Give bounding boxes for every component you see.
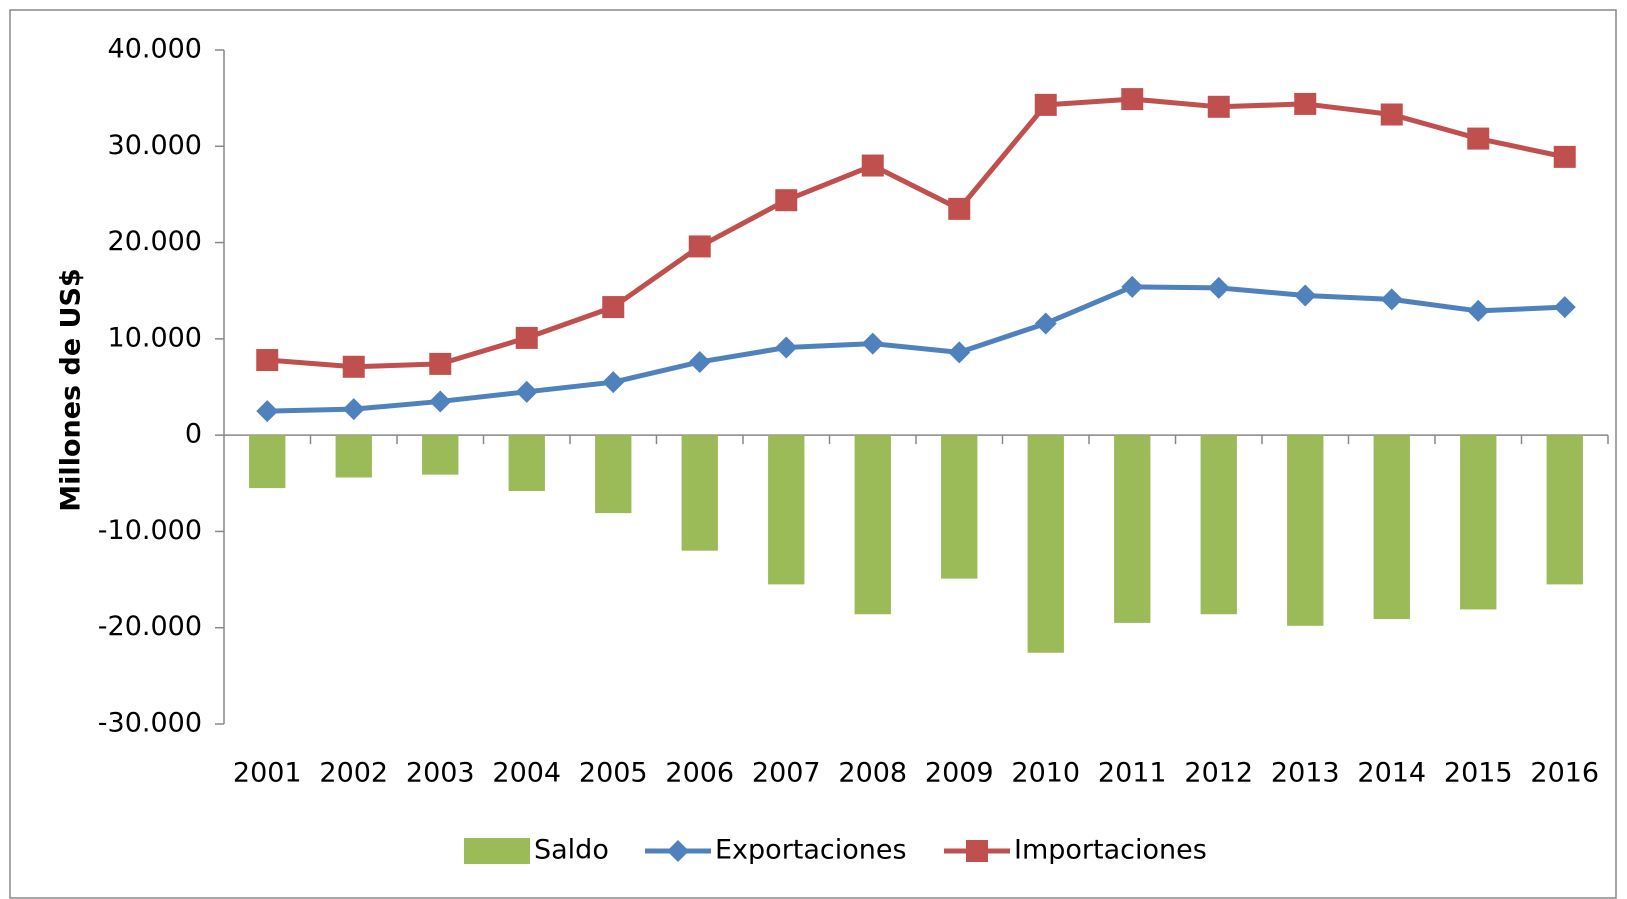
y-tick-label: 10.000 <box>108 322 202 353</box>
x-tick-label: 2010 <box>1011 758 1080 789</box>
marker <box>1467 299 1490 322</box>
y-tick-label: -30.000 <box>98 708 202 739</box>
bar <box>854 435 891 615</box>
marker <box>515 380 538 403</box>
marker <box>256 400 279 423</box>
marker <box>1034 312 1057 335</box>
marker <box>1553 145 1576 168</box>
legend-label: Importaciones <box>1014 835 1207 866</box>
x-tick-label: 2007 <box>752 758 821 789</box>
marker <box>688 235 711 258</box>
marker <box>1467 127 1490 150</box>
x-tick-label: 2009 <box>925 758 994 789</box>
x-tick-label: 2012 <box>1184 758 1253 789</box>
y-tick-label: -10.000 <box>98 515 202 546</box>
bar <box>1373 435 1410 620</box>
marker <box>602 371 625 394</box>
bar <box>422 435 459 475</box>
bar <box>1200 435 1237 615</box>
marker <box>515 326 538 349</box>
marker <box>429 390 452 413</box>
marker <box>861 154 884 177</box>
marker <box>948 341 971 364</box>
x-tick-label: 2006 <box>665 758 734 789</box>
marker <box>948 197 971 220</box>
marker <box>688 350 711 373</box>
marker <box>1380 103 1403 126</box>
marker <box>429 352 452 375</box>
x-tick-label: 2016 <box>1530 758 1599 789</box>
marker <box>1207 95 1230 118</box>
marker <box>256 349 279 372</box>
bar <box>1460 435 1497 610</box>
bar <box>1287 435 1324 626</box>
marker <box>342 355 365 378</box>
marker <box>1553 296 1576 319</box>
bar <box>768 435 805 585</box>
marker <box>775 336 798 359</box>
line <box>267 96 1566 370</box>
bar <box>249 435 286 489</box>
marker <box>1380 288 1403 311</box>
x-tick-label: 2002 <box>319 758 388 789</box>
y-tick-label: 30.000 <box>108 130 202 161</box>
bar <box>1114 435 1151 623</box>
marker <box>861 332 884 355</box>
x-tick-label: 2004 <box>492 758 561 789</box>
x-tick-label: 2003 <box>406 758 475 789</box>
bar <box>1546 435 1583 585</box>
x-tick-label: 2001 <box>233 758 302 789</box>
y-tick-label: -20.000 <box>98 611 202 642</box>
line <box>267 284 1565 414</box>
y-tick-label: 20.000 <box>108 226 202 257</box>
bar <box>941 435 978 579</box>
bar <box>595 435 632 514</box>
marker <box>1294 92 1317 115</box>
x-tick-label: 2008 <box>838 758 907 789</box>
y-axis-label: Millones de US$ <box>56 268 87 511</box>
legend-label: Exportaciones <box>715 835 907 866</box>
marker <box>602 296 625 319</box>
legend-marker <box>667 840 689 862</box>
x-tick-label: 2013 <box>1271 758 1340 789</box>
marker <box>1121 275 1144 298</box>
y-tick-label: 40.000 <box>108 34 202 65</box>
legend-label: Saldo <box>534 835 609 866</box>
bar <box>1027 435 1064 653</box>
bar <box>335 435 372 478</box>
legend-swatch <box>464 838 530 864</box>
x-tick-label: 2005 <box>579 758 648 789</box>
y-tick-label: 0 <box>185 419 202 450</box>
x-tick-label: 2015 <box>1444 758 1513 789</box>
legend-marker <box>966 840 988 862</box>
marker <box>1121 88 1144 111</box>
marker <box>1294 284 1317 307</box>
marker <box>775 189 798 212</box>
x-tick-label: 2014 <box>1357 758 1426 789</box>
bar <box>681 435 718 551</box>
frame <box>9 9 1617 899</box>
bar <box>508 435 545 491</box>
marker <box>1207 276 1230 299</box>
marker <box>342 398 365 421</box>
marker <box>1034 93 1057 116</box>
x-tick-label: 2011 <box>1098 758 1167 789</box>
